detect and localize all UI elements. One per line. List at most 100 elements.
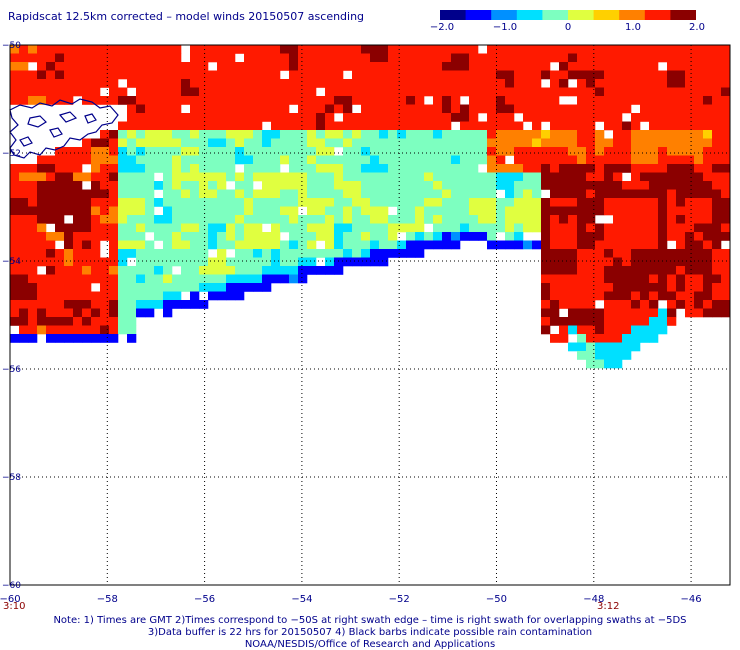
data-cell — [667, 198, 677, 207]
data-cell — [127, 53, 137, 63]
data-cell — [703, 45, 713, 54]
data-cell — [289, 215, 299, 224]
data-cell — [559, 104, 569, 114]
data-cell — [181, 79, 191, 88]
data-cell — [640, 291, 650, 301]
data-cell — [433, 155, 443, 165]
data-cell — [622, 130, 632, 139]
data-cell — [532, 45, 542, 54]
data-cell — [28, 79, 38, 88]
data-cell — [586, 232, 596, 241]
data-cell — [577, 325, 587, 335]
data-cell — [631, 138, 641, 148]
data-cell — [523, 206, 533, 216]
data-cell — [91, 300, 101, 309]
data-cell — [55, 249, 65, 258]
data-cell — [208, 121, 218, 131]
data-cell — [109, 274, 119, 284]
data-cell — [91, 198, 101, 207]
data-cell — [73, 274, 83, 284]
data-cell — [712, 130, 722, 139]
data-cell — [541, 147, 551, 156]
data-cell — [82, 325, 92, 335]
data-cell — [82, 232, 92, 241]
data-cell — [316, 164, 326, 173]
data-cell — [451, 206, 461, 216]
data-cell — [46, 155, 56, 165]
data-cell — [712, 257, 722, 267]
data-cell — [235, 104, 245, 114]
data-cell — [577, 79, 587, 88]
data-cell — [640, 206, 650, 216]
data-cell — [289, 155, 299, 165]
data-cell — [136, 121, 146, 131]
data-cell — [604, 359, 614, 369]
data-cell — [316, 70, 326, 80]
data-cell — [469, 79, 479, 88]
data-cell — [442, 198, 452, 207]
data-cell — [694, 53, 704, 63]
data-cell — [406, 104, 416, 114]
data-cell — [298, 79, 308, 88]
data-cell — [577, 70, 587, 80]
data-cell — [109, 138, 119, 148]
data-cell — [532, 223, 542, 233]
data-cell — [406, 232, 416, 241]
data-cell — [172, 147, 182, 156]
data-cell — [271, 147, 281, 156]
data-cell — [64, 300, 74, 309]
data-cell — [82, 249, 92, 258]
data-cell — [586, 45, 596, 54]
data-cell — [478, 223, 488, 233]
data-cell — [145, 198, 155, 207]
data-cell — [433, 240, 443, 250]
data-cell — [127, 317, 137, 326]
data-cell — [613, 266, 623, 275]
data-cell — [703, 189, 713, 199]
data-cell — [163, 223, 173, 233]
data-cell — [388, 147, 398, 156]
data-cell — [289, 274, 299, 284]
data-cell — [244, 232, 254, 241]
data-cell — [64, 53, 74, 63]
data-cell — [262, 181, 272, 190]
data-cell — [658, 130, 668, 139]
data-cell — [262, 266, 272, 275]
data-cell — [163, 87, 173, 97]
data-cell — [541, 215, 551, 224]
data-cell — [91, 62, 101, 71]
data-cell — [118, 249, 128, 258]
data-cell — [253, 147, 263, 156]
data-cell — [118, 300, 128, 309]
data-cell — [703, 70, 713, 80]
data-cell — [505, 172, 515, 182]
data-cell — [568, 240, 578, 250]
data-cell — [694, 113, 704, 122]
data-cell — [577, 62, 587, 71]
data-cell — [280, 138, 290, 148]
data-cell — [163, 79, 173, 88]
data-cell — [712, 232, 722, 241]
data-cell — [676, 232, 686, 241]
data-cell — [460, 130, 470, 139]
data-cell — [343, 147, 353, 156]
data-cell — [181, 87, 191, 97]
data-cell — [253, 240, 263, 250]
data-cell — [388, 189, 398, 199]
data-cell — [181, 257, 191, 267]
data-cell — [109, 189, 119, 199]
data-cell — [145, 79, 155, 88]
data-cell — [397, 198, 407, 207]
data-cell — [586, 342, 596, 352]
data-cell — [235, 62, 245, 71]
data-cell — [91, 181, 101, 190]
data-cell — [496, 206, 506, 216]
data-cell — [370, 257, 380, 267]
data-cell — [415, 113, 425, 122]
data-cell — [694, 240, 704, 250]
data-cell — [127, 232, 137, 241]
data-cell — [217, 198, 227, 207]
data-cell — [631, 240, 641, 250]
data-cell — [190, 300, 200, 309]
data-cell — [415, 198, 425, 207]
